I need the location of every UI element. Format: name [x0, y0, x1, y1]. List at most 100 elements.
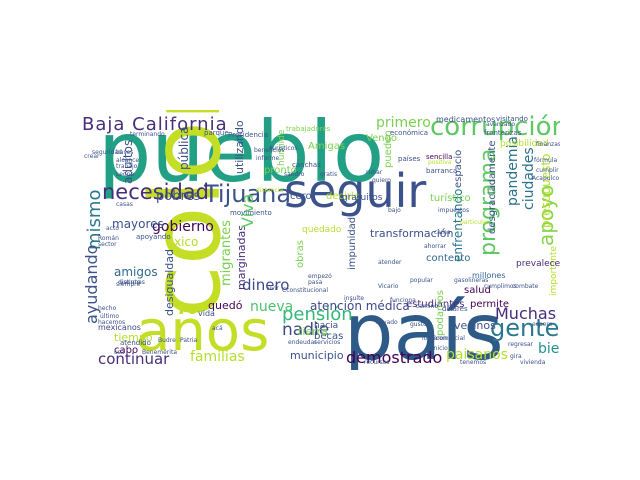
word-vecinos: vecinos — [454, 319, 496, 332]
word-casas: casas — [116, 201, 133, 208]
word-importante: importante — [549, 245, 559, 296]
word-gusto: gusto — [410, 321, 427, 328]
word-camino: camino — [416, 303, 438, 310]
word-mayores: mayores — [112, 217, 164, 231]
word-turistico: turístico — [430, 193, 471, 204]
word-cabo: cabo — [114, 345, 139, 356]
word-leona: Leona — [116, 171, 135, 178]
word-atendido: atendido — [120, 339, 151, 347]
word-aca: acá — [212, 325, 223, 332]
word-ahorrar: ahorrar — [424, 243, 447, 250]
word-medicamentos: medicamentos — [436, 115, 496, 124]
word-hacia: hacia — [314, 321, 339, 331]
word-migrantes: migrantes — [219, 220, 234, 286]
word-avanzado: avanzado — [486, 121, 516, 128]
word-usa: usa — [114, 349, 125, 356]
word-alcance: alcance — [116, 157, 140, 164]
word-permite: permite — [470, 299, 510, 310]
word-formula: fórmula — [534, 157, 558, 164]
word-rubar: rubar — [366, 169, 383, 176]
word-obras: obras — [295, 240, 306, 268]
word-beneficios: beneficios — [254, 147, 285, 154]
word-cconstitucional: Cconstitucional — [282, 287, 329, 294]
word-presupuesto: presupuesto — [539, 153, 553, 228]
word-fronterizas: fronterizas — [484, 129, 522, 137]
word-budre: Budre — [158, 337, 176, 344]
word-cero: cero — [290, 191, 312, 202]
word-familias: familias — [190, 349, 245, 365]
word-gente: gente — [490, 314, 560, 342]
word-municipio: municipio — [290, 349, 344, 362]
word-parque: parque — [204, 129, 229, 137]
word-hecho: hecho — [98, 305, 117, 312]
word-quedado: quedado — [302, 225, 342, 235]
word-gobierno: gobierno — [152, 219, 214, 235]
word-espero: espero — [532, 321, 553, 328]
word-empezo: empezó — [308, 273, 332, 280]
word-pasa: pasa — [308, 279, 323, 286]
word-bajo: bajo — [388, 207, 401, 214]
word-atender: atender — [378, 259, 402, 266]
word-popular: popular — [410, 277, 433, 284]
word-trabajadores: trabajadores — [286, 125, 331, 133]
word-finanzas: finanzas — [536, 141, 560, 148]
word-tiempo: tiempo — [114, 331, 153, 344]
word-patria: Patria — [180, 337, 198, 344]
word-sector: sector — [98, 241, 117, 248]
word-baja-california: Baja California — [82, 114, 228, 135]
word-gasolineras: gasolineras — [454, 277, 489, 284]
word-paises: países — [398, 155, 421, 163]
word-primero: primero — [376, 115, 431, 131]
word-cloud: pueblo colonia país años seguir Baja Cal… — [80, 110, 560, 370]
word-inicio: inicio — [432, 345, 448, 352]
word-continuar: continuar — [98, 350, 170, 368]
word-necesidad: necesidad — [102, 180, 209, 204]
word-terminando: terminando — [130, 131, 165, 138]
word-apoyando: apoyando — [136, 233, 171, 241]
word-turisticos: turísticos — [270, 145, 298, 152]
word-prevalece: prevalece — [516, 259, 560, 269]
word-vida: vida — [198, 309, 215, 318]
word-desigualdad: desigualdad — [163, 249, 176, 316]
word-distancia: distancia — [256, 187, 284, 194]
word-dinero: dinero — [242, 276, 290, 294]
word-pension: pensión — [282, 304, 353, 325]
word-paisanos: paisanos — [446, 347, 508, 363]
word-acto: acto — [106, 225, 119, 232]
word-presidencia: Presidencia — [228, 131, 268, 139]
word-quedo: quedó — [208, 299, 243, 312]
word-barranca: barranca — [426, 167, 458, 175]
word-pronto: pronto — [264, 165, 297, 176]
word-recursos: recursos — [364, 359, 390, 366]
word-visitando: visitando — [496, 115, 528, 123]
word-acapulco: Acapulco — [532, 175, 560, 182]
word-distinto: distinto — [118, 279, 141, 286]
word-quiero: quiero — [372, 177, 391, 184]
word-decirle: decirle — [326, 191, 360, 202]
word-insulte: insulte — [344, 295, 365, 302]
word-xico: xico — [174, 235, 199, 249]
word-nueva: nueva — [250, 299, 294, 315]
word-tierra: tierra — [298, 325, 328, 338]
word-hacemos: hacemos — [98, 319, 126, 326]
word-impuestos: impuestos — [438, 207, 470, 214]
word-vacunas: vacunas — [120, 279, 145, 286]
word-cumplir: cumplir — [536, 167, 559, 174]
word-particular: particular — [460, 219, 489, 226]
word-gratuitos: gratuitos — [342, 193, 383, 203]
word-movimiento: movimiento — [230, 209, 272, 217]
word-demostrado: demostrado — [346, 348, 443, 367]
word-vengo: Vengo — [366, 133, 398, 144]
word-trabajo: trabajo — [116, 163, 138, 170]
word-cumplimos: cumplimos — [484, 283, 517, 290]
word-contento: contento — [426, 253, 471, 264]
word-transformacion: transformación — [370, 227, 454, 240]
word-ayudando: ayudando — [82, 244, 101, 324]
word-muchas: Muchas — [495, 304, 557, 323]
word-vivir: vivir — [266, 285, 279, 292]
word-anos: años — [136, 299, 270, 364]
word-roman: Román — [98, 235, 119, 242]
word-llevado: llevado — [376, 319, 398, 326]
word-utilizando: utilizando — [233, 120, 246, 174]
word-marginadas: marginadas — [235, 225, 248, 290]
